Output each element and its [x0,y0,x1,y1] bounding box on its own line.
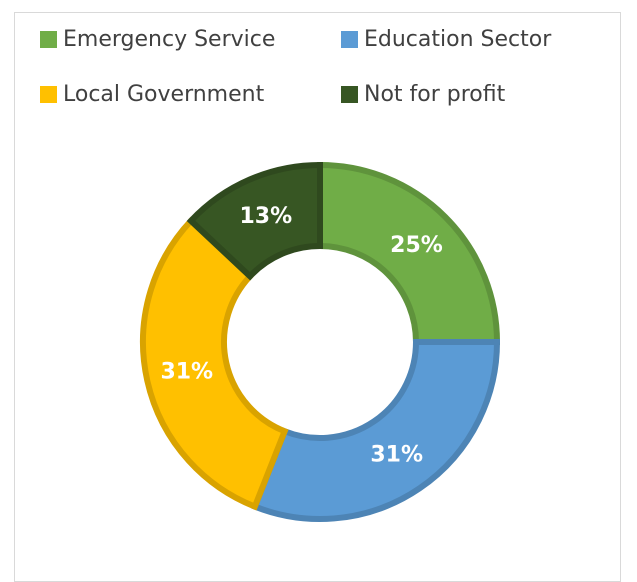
chart-legend: Emergency Service Education Sector Local… [0,0,637,130]
legend-item-education-sector: Education Sector [341,27,551,52]
data-label-emergency-service: 25% [390,233,443,258]
donut-slice-local-government [140,216,289,511]
donut-slice-education-sector [250,339,501,522]
legend-label-education-sector: Education Sector [364,27,552,52]
legend-swatch-not-for-profit [341,86,358,103]
legend-item-local-government: Local Government [40,82,264,107]
legend-label-not-for-profit: Not for profit [364,82,506,107]
data-label-local-government: 31% [160,359,213,384]
legend-swatch-emergency-service [40,31,57,48]
legend-item-not-for-profit: Not for profit [341,82,505,107]
data-label-not-for-profit: 13% [239,204,292,229]
legend-swatch-education-sector [341,31,358,48]
legend-label-local-government: Local Government [63,82,265,107]
donut-slice-not-for-profit [186,161,323,281]
legend-swatch-local-government [40,86,57,103]
donut-slice-emergency-service [317,161,501,345]
legend-item-emergency-service: Emergency Service [40,27,275,52]
data-label-education-sector: 31% [370,442,423,467]
legend-label-emergency-service: Emergency Service [63,27,276,52]
